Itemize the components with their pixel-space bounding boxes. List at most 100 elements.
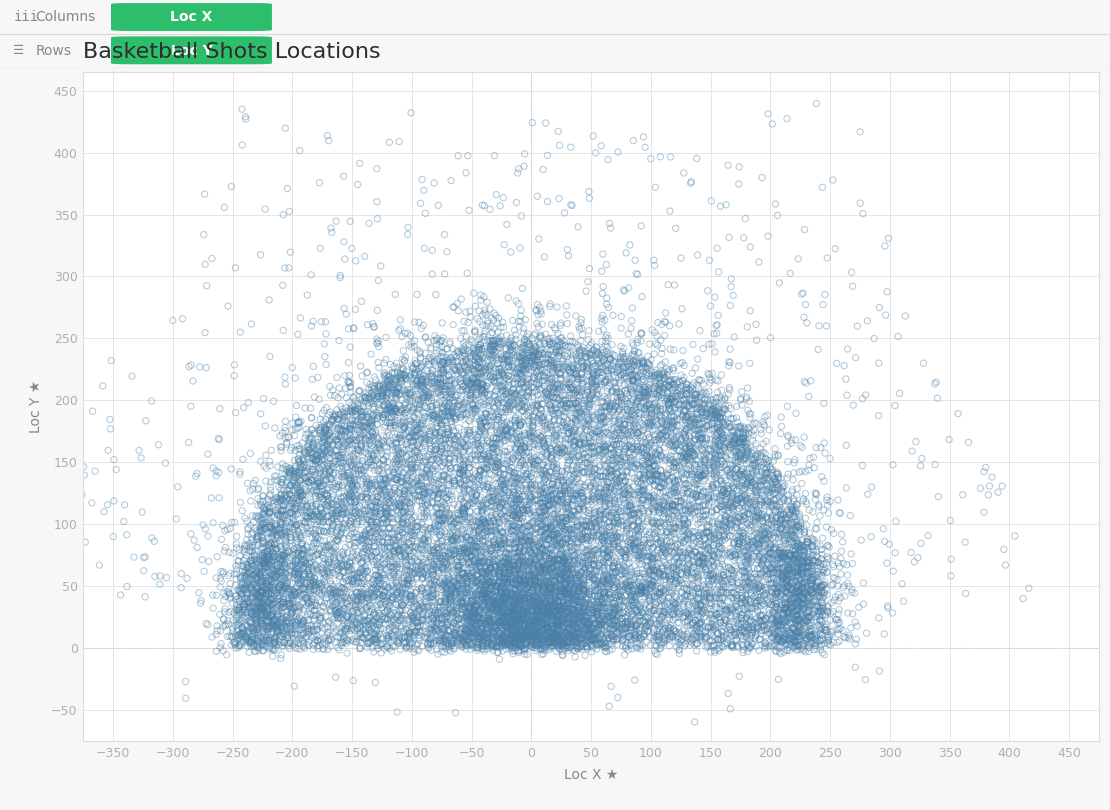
Point: [635, 458, 653, 471]
Point: [552, 539, 569, 552]
Point: [737, 618, 755, 631]
Point: [395, 612, 413, 625]
Point: [413, 501, 431, 514]
Point: [514, 556, 532, 569]
Point: [638, 515, 656, 528]
Point: [679, 599, 697, 612]
Point: [403, 589, 421, 602]
Point: [425, 523, 443, 536]
Point: [322, 446, 340, 458]
Point: [929, 392, 947, 405]
Point: [418, 637, 436, 650]
Point: [394, 526, 412, 539]
Point: [444, 406, 462, 419]
Point: [695, 469, 713, 482]
Point: [482, 615, 500, 628]
Point: [265, 583, 283, 596]
Point: [488, 357, 506, 370]
Point: [453, 588, 471, 601]
Point: [412, 197, 430, 210]
Point: [593, 602, 610, 615]
Point: [281, 493, 299, 506]
Point: [605, 531, 623, 544]
Point: [528, 582, 546, 595]
Point: [622, 395, 639, 408]
Point: [339, 598, 356, 611]
Point: [759, 531, 777, 544]
Point: [569, 467, 587, 480]
Point: [678, 619, 696, 632]
Point: [607, 435, 625, 448]
Point: [617, 464, 635, 477]
Point: [688, 637, 706, 650]
Point: [832, 568, 850, 581]
Point: [254, 596, 272, 609]
Point: [249, 590, 266, 603]
Point: [654, 539, 672, 552]
Point: [607, 511, 625, 524]
Point: [505, 578, 523, 590]
Point: [461, 461, 478, 474]
Point: [503, 593, 521, 606]
Point: [361, 514, 379, 527]
Point: [609, 437, 627, 450]
Point: [484, 488, 502, 501]
Point: [377, 377, 395, 390]
Point: [712, 484, 729, 497]
Point: [401, 431, 418, 444]
Point: [785, 492, 803, 505]
Point: [431, 430, 448, 443]
Point: [591, 509, 608, 522]
Point: [735, 488, 753, 501]
Point: [414, 614, 432, 627]
Point: [617, 626, 635, 639]
Point: [317, 450, 335, 463]
Point: [486, 390, 504, 403]
Point: [658, 418, 676, 431]
Point: [516, 648, 534, 661]
Point: [512, 576, 529, 589]
Point: [384, 386, 402, 399]
Point: [350, 576, 367, 589]
Point: [417, 592, 435, 605]
Point: [622, 461, 639, 474]
Point: [620, 426, 638, 439]
Point: [516, 359, 534, 372]
Point: [527, 377, 545, 390]
Point: [597, 626, 615, 639]
Point: [793, 643, 810, 656]
Point: [625, 358, 643, 371]
Point: [391, 501, 408, 514]
Point: [649, 630, 667, 643]
Point: [763, 484, 780, 497]
Point: [287, 481, 305, 494]
Point: [557, 542, 575, 555]
Point: [539, 602, 557, 615]
Point: [420, 412, 437, 425]
Point: [248, 639, 265, 652]
Point: [664, 453, 682, 466]
Point: [731, 467, 749, 480]
Point: [609, 371, 627, 384]
Point: [324, 437, 342, 450]
Point: [626, 542, 644, 555]
Point: [351, 385, 369, 398]
Point: [491, 497, 508, 509]
Point: [344, 531, 362, 544]
Point: [788, 497, 806, 510]
Point: [569, 500, 587, 513]
Point: [275, 493, 293, 506]
Point: [545, 472, 563, 485]
Point: [324, 588, 342, 601]
Point: [559, 588, 577, 601]
Point: [395, 549, 413, 562]
Point: [367, 336, 385, 349]
Point: [527, 574, 545, 587]
Point: [286, 444, 304, 457]
Point: [572, 566, 589, 579]
Point: [597, 373, 615, 386]
Point: [608, 467, 626, 480]
Point: [303, 592, 321, 605]
Point: [74, 460, 92, 473]
Point: [879, 602, 897, 615]
